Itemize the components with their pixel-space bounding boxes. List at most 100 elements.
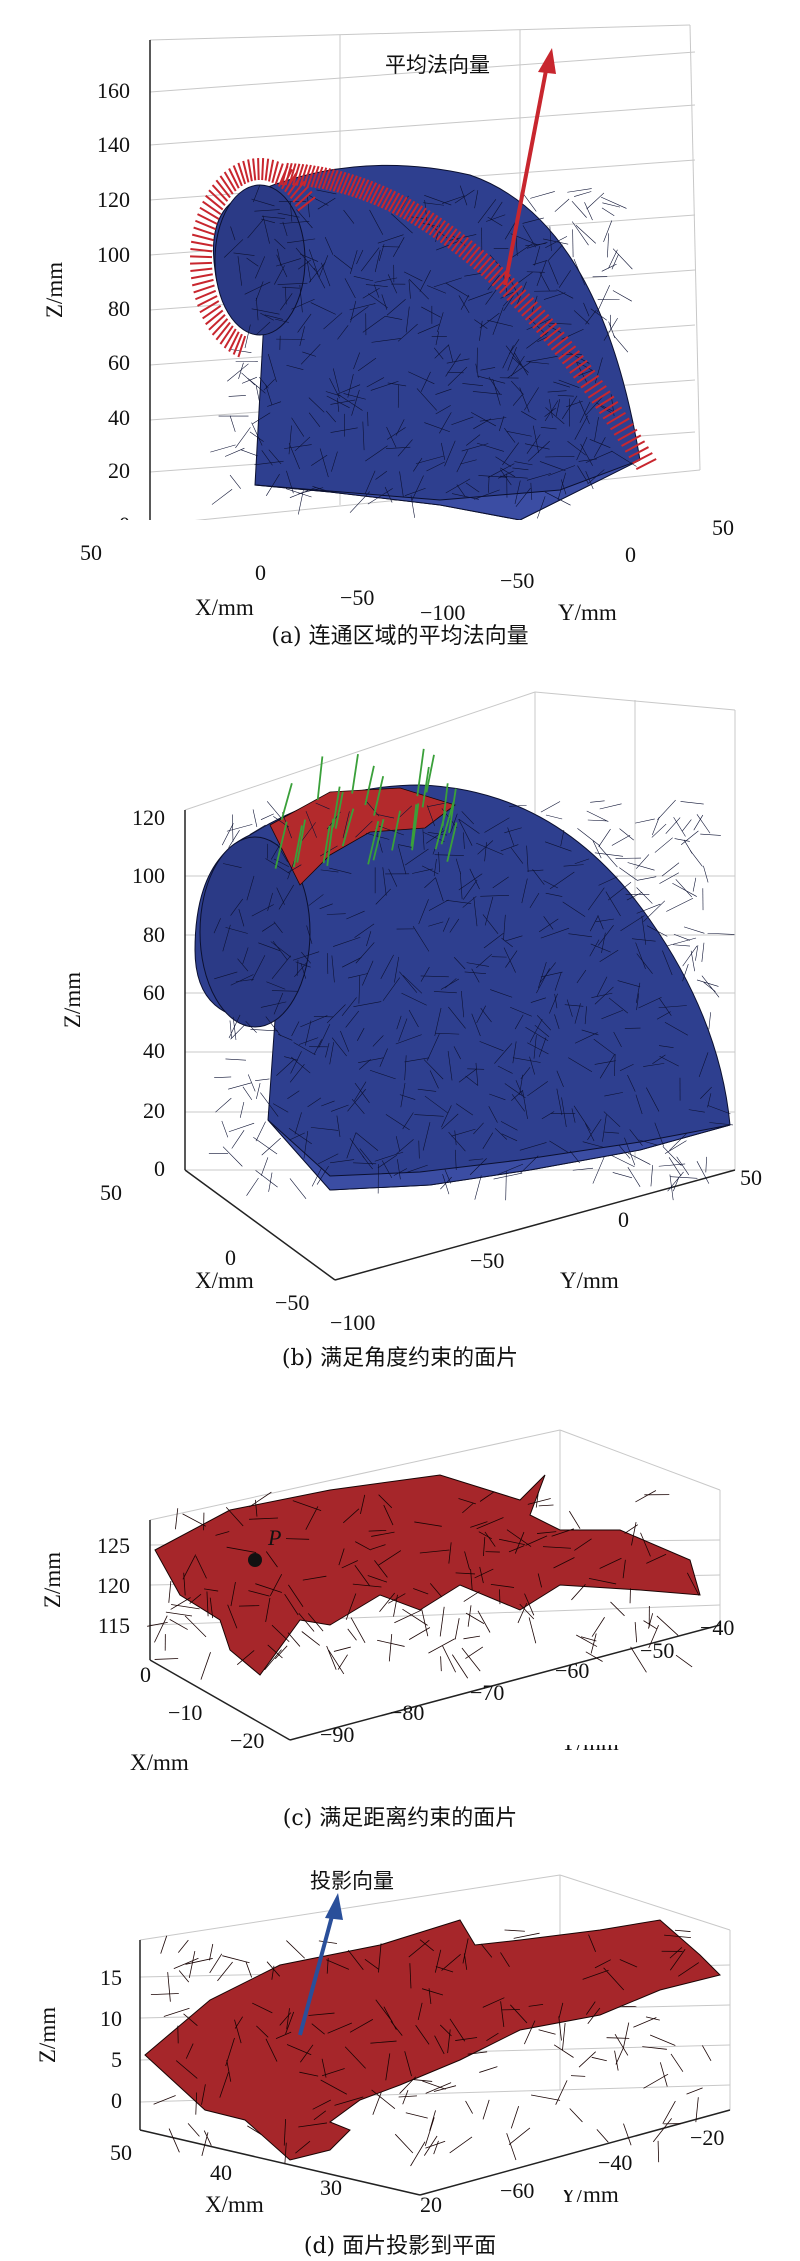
mesh-edge <box>292 951 320 961</box>
mesh-edge <box>253 185 260 203</box>
mesh-edge <box>512 1041 517 1064</box>
mesh-edge <box>646 1553 667 1564</box>
mesh-edge <box>441 1105 452 1128</box>
mesh-edge <box>447 366 468 386</box>
mesh-edge <box>383 1504 394 1526</box>
mesh-edge <box>612 1172 633 1179</box>
normal-vector <box>322 825 331 864</box>
mesh-edge <box>460 294 470 310</box>
mesh-edge <box>365 799 380 817</box>
y-tick: 50 <box>740 1165 762 1190</box>
mesh-edge <box>353 276 374 282</box>
mesh-edge <box>402 1608 428 1626</box>
mesh-edge <box>249 1491 272 1508</box>
mesh-edge <box>341 957 362 968</box>
mesh-edge <box>601 263 617 272</box>
mesh-edge <box>557 394 574 397</box>
mesh-edge <box>424 877 436 888</box>
mesh-edge <box>265 858 290 874</box>
mesh-edge <box>659 1055 679 1067</box>
normal-vector <box>193 226 215 236</box>
z-axis-label-a: Z/mm <box>42 262 67 318</box>
mesh-edge <box>408 279 411 299</box>
mesh-edge <box>255 281 264 301</box>
mesh-edge <box>458 873 483 891</box>
mesh-edge <box>510 2004 528 2024</box>
mesh-edge <box>558 270 571 288</box>
mesh-edge <box>513 1932 540 1939</box>
mesh-edge <box>467 2051 488 2055</box>
mesh-edge <box>384 486 393 503</box>
mesh-edge <box>359 1148 374 1166</box>
mesh-edge <box>305 1506 319 1530</box>
mesh-edge <box>344 2046 366 2069</box>
normal-vector <box>193 284 215 294</box>
normal-vector <box>351 176 362 198</box>
mesh-edge <box>654 1122 664 1147</box>
mesh-edge <box>264 314 283 320</box>
mesh-edge <box>275 318 289 323</box>
mesh-edge <box>297 259 311 270</box>
z-tick: 100 <box>132 863 165 888</box>
mesh-edge <box>346 1132 357 1159</box>
mesh-lines-c <box>147 1490 700 1680</box>
x-tick: 0 <box>140 1662 151 1687</box>
z-tick: 120 <box>97 187 130 212</box>
normal-vector <box>406 203 420 222</box>
mesh-edge <box>593 1038 615 1055</box>
mesh-edge <box>195 2092 198 2115</box>
mesh-edge <box>429 2110 436 2131</box>
mesh-edge <box>260 1001 287 1008</box>
mesh-edge <box>324 237 334 255</box>
mesh-edge <box>636 887 653 904</box>
mesh-edge <box>434 344 450 359</box>
mesh-edge <box>325 1042 330 1058</box>
mesh-edge <box>434 2035 445 2055</box>
mesh-edge <box>381 294 388 310</box>
mesh-edge <box>317 197 336 210</box>
mesh-edge <box>476 1005 486 1024</box>
mesh-edge <box>319 448 329 478</box>
mesh-edge <box>590 308 607 321</box>
mesh-edge <box>613 1031 622 1048</box>
mesh-edge <box>656 1615 679 1636</box>
normal-vector <box>554 340 573 356</box>
mesh-edge <box>659 2062 668 2087</box>
mesh-edge <box>313 1039 322 1055</box>
mesh-edge <box>640 1532 651 1557</box>
mesh-edge <box>646 1087 660 1112</box>
mesh-edge <box>394 956 400 983</box>
y-tick: 0 <box>625 542 636 567</box>
normal-vector <box>252 158 257 181</box>
y-tick: −90 <box>320 1722 354 1747</box>
mesh-edge <box>360 1494 366 1515</box>
z-tick: 20 <box>108 458 130 483</box>
mesh-edge <box>295 961 311 968</box>
normal-vector <box>580 374 600 389</box>
mesh-edge <box>455 1103 474 1116</box>
mesh-edge <box>589 915 599 932</box>
mesh-edge <box>448 1542 452 1564</box>
mesh-edge <box>310 1127 339 1131</box>
z-tick: 0 <box>154 1156 165 1181</box>
mesh-edge <box>482 2099 490 2120</box>
mesh-edge <box>230 974 254 986</box>
mesh-edge <box>465 1612 485 1624</box>
mesh-edge <box>428 899 449 911</box>
mesh-edge <box>486 2032 499 2041</box>
mesh-edge <box>453 1046 461 1060</box>
mesh-edge <box>251 955 266 982</box>
figure-panel-b: 0 20 40 60 80 100 120 Z/mm 50 0 −50 −50 … <box>0 680 800 1400</box>
normal-vector <box>561 350 581 365</box>
mesh-edge <box>331 955 335 983</box>
mesh-edge <box>556 289 574 299</box>
normal-vector <box>195 289 217 301</box>
mesh-edge <box>641 915 647 945</box>
normal-vector <box>576 369 596 384</box>
mesh-edge <box>284 444 312 449</box>
mesh-edge <box>488 376 501 395</box>
normal-vector <box>219 325 234 345</box>
mesh-edge <box>493 1172 523 1180</box>
mesh-edge <box>411 475 424 501</box>
y-tick: −70 <box>470 1680 504 1705</box>
